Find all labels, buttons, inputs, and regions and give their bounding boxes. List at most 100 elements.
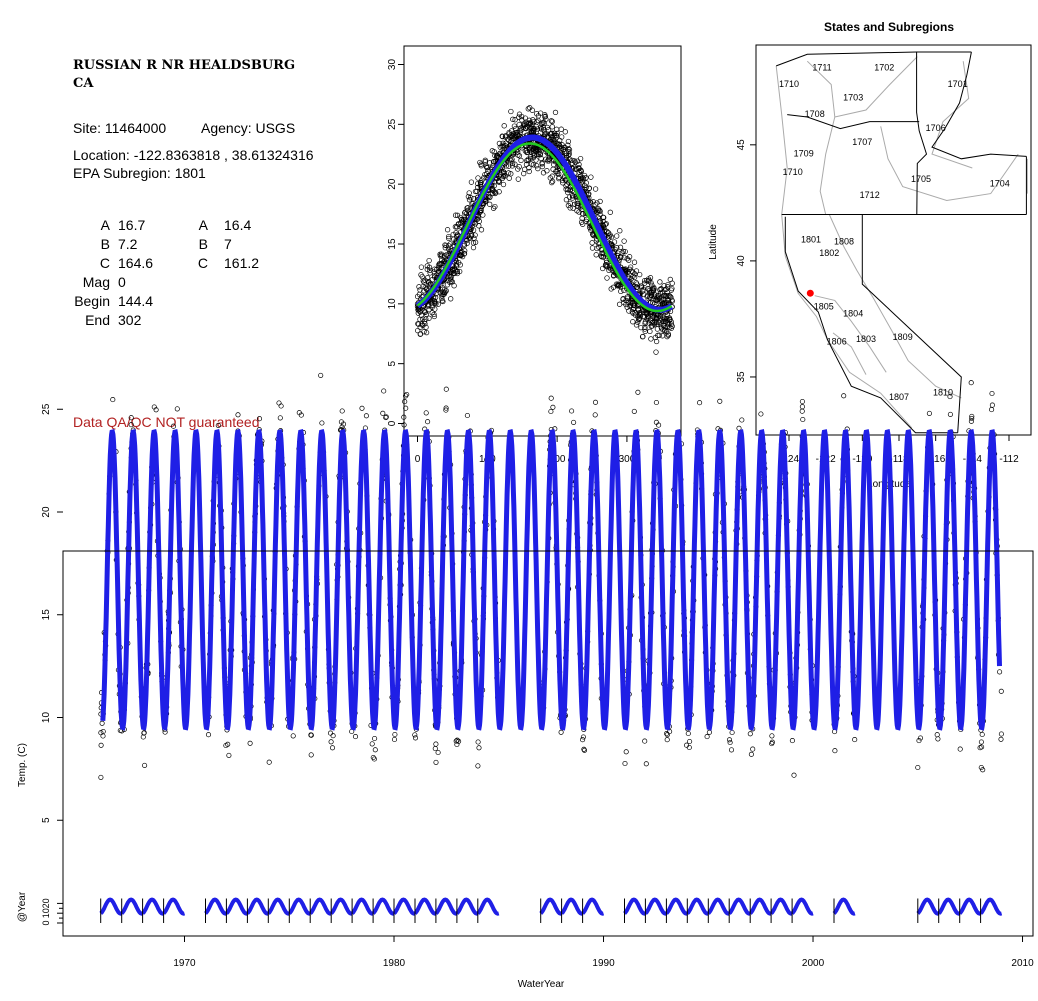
data-point	[957, 746, 963, 752]
data-point	[447, 241, 453, 247]
data-point	[432, 306, 438, 312]
data-point	[454, 737, 460, 743]
data-point	[550, 404, 556, 410]
data-point	[665, 293, 671, 299]
data-point	[516, 121, 522, 128]
data-point	[926, 410, 932, 416]
data-point	[500, 181, 507, 188]
data-point	[614, 245, 620, 251]
data-point	[832, 748, 838, 754]
data-point	[433, 741, 439, 747]
data-point	[551, 161, 557, 168]
data-point	[947, 394, 953, 400]
data-point	[450, 268, 457, 274]
data-point	[435, 301, 441, 307]
data-point	[418, 264, 425, 270]
data-point	[424, 275, 431, 281]
data-point	[403, 393, 409, 399]
data-point	[455, 221, 462, 227]
data-point	[717, 398, 723, 404]
data-point	[477, 159, 483, 166]
data-point	[327, 730, 334, 736]
data-point	[622, 248, 628, 255]
data-point	[128, 415, 134, 421]
data-point	[592, 412, 598, 418]
data-point	[554, 140, 560, 147]
data-point	[359, 405, 365, 411]
data-point	[391, 736, 398, 743]
data-point	[597, 211, 603, 217]
data-point	[439, 253, 445, 259]
data-point	[556, 175, 562, 182]
data-point	[548, 395, 554, 401]
data-point	[657, 279, 663, 285]
data-point	[512, 161, 518, 167]
data-point	[687, 738, 693, 745]
data-point	[465, 207, 471, 214]
data-point	[917, 735, 924, 741]
data-point	[633, 268, 640, 274]
data-point	[487, 201, 493, 207]
data-point	[558, 126, 564, 132]
data-point	[530, 155, 537, 161]
data-point	[278, 403, 284, 409]
data-point	[580, 211, 586, 217]
data-point	[549, 130, 555, 137]
data-point	[142, 762, 148, 768]
data-point	[451, 283, 457, 289]
data-point	[276, 400, 282, 406]
data-point	[627, 264, 634, 270]
data-point	[458, 214, 464, 221]
data-point	[534, 151, 540, 158]
data-point	[739, 417, 745, 423]
data-point	[706, 729, 712, 735]
data-point	[445, 242, 452, 249]
annual-fit	[664, 897, 688, 916]
data-point	[475, 180, 481, 187]
annual-fit	[727, 897, 751, 916]
data-point	[643, 761, 649, 767]
data-point	[553, 135, 559, 141]
x-tick-label: 1990	[592, 958, 615, 969]
param-value: 7.2	[118, 236, 138, 252]
data-point	[653, 399, 659, 406]
data-point	[479, 177, 485, 183]
data-point	[531, 118, 537, 125]
data-point	[506, 163, 512, 169]
data-point	[644, 292, 651, 299]
data-point	[431, 313, 437, 320]
data-point	[576, 209, 582, 215]
annual-fit	[225, 897, 248, 916]
param-value: 164.6	[118, 255, 154, 271]
data-point	[330, 733, 336, 739]
data-point	[482, 157, 488, 163]
data-point	[549, 118, 555, 125]
data-point	[566, 194, 573, 200]
timeseries-fit	[100, 429, 1002, 731]
data-point	[635, 307, 641, 313]
data-point	[646, 320, 652, 326]
data-point	[426, 257, 432, 264]
data-point	[466, 190, 472, 196]
data-point	[590, 199, 596, 205]
data-point	[483, 198, 489, 204]
annual-fit	[832, 897, 856, 916]
ts-ylabel: Temp. (C)	[17, 743, 28, 787]
annual-fit	[706, 897, 730, 916]
y-tick-label: 25	[41, 403, 52, 415]
data-point	[419, 321, 425, 327]
data-point	[572, 159, 578, 165]
data-point	[437, 251, 443, 257]
data-point	[570, 205, 576, 211]
param-label-2: C	[197, 255, 208, 271]
data-point	[420, 283, 426, 290]
data-point	[464, 205, 470, 211]
x-tick-label: 2010	[1011, 958, 1034, 969]
data-point	[638, 283, 644, 289]
data-point	[540, 170, 547, 176]
data-point	[485, 168, 491, 174]
data-point	[998, 688, 1004, 694]
data-point	[642, 326, 648, 332]
annual-fit	[99, 897, 123, 916]
data-point	[543, 116, 549, 122]
